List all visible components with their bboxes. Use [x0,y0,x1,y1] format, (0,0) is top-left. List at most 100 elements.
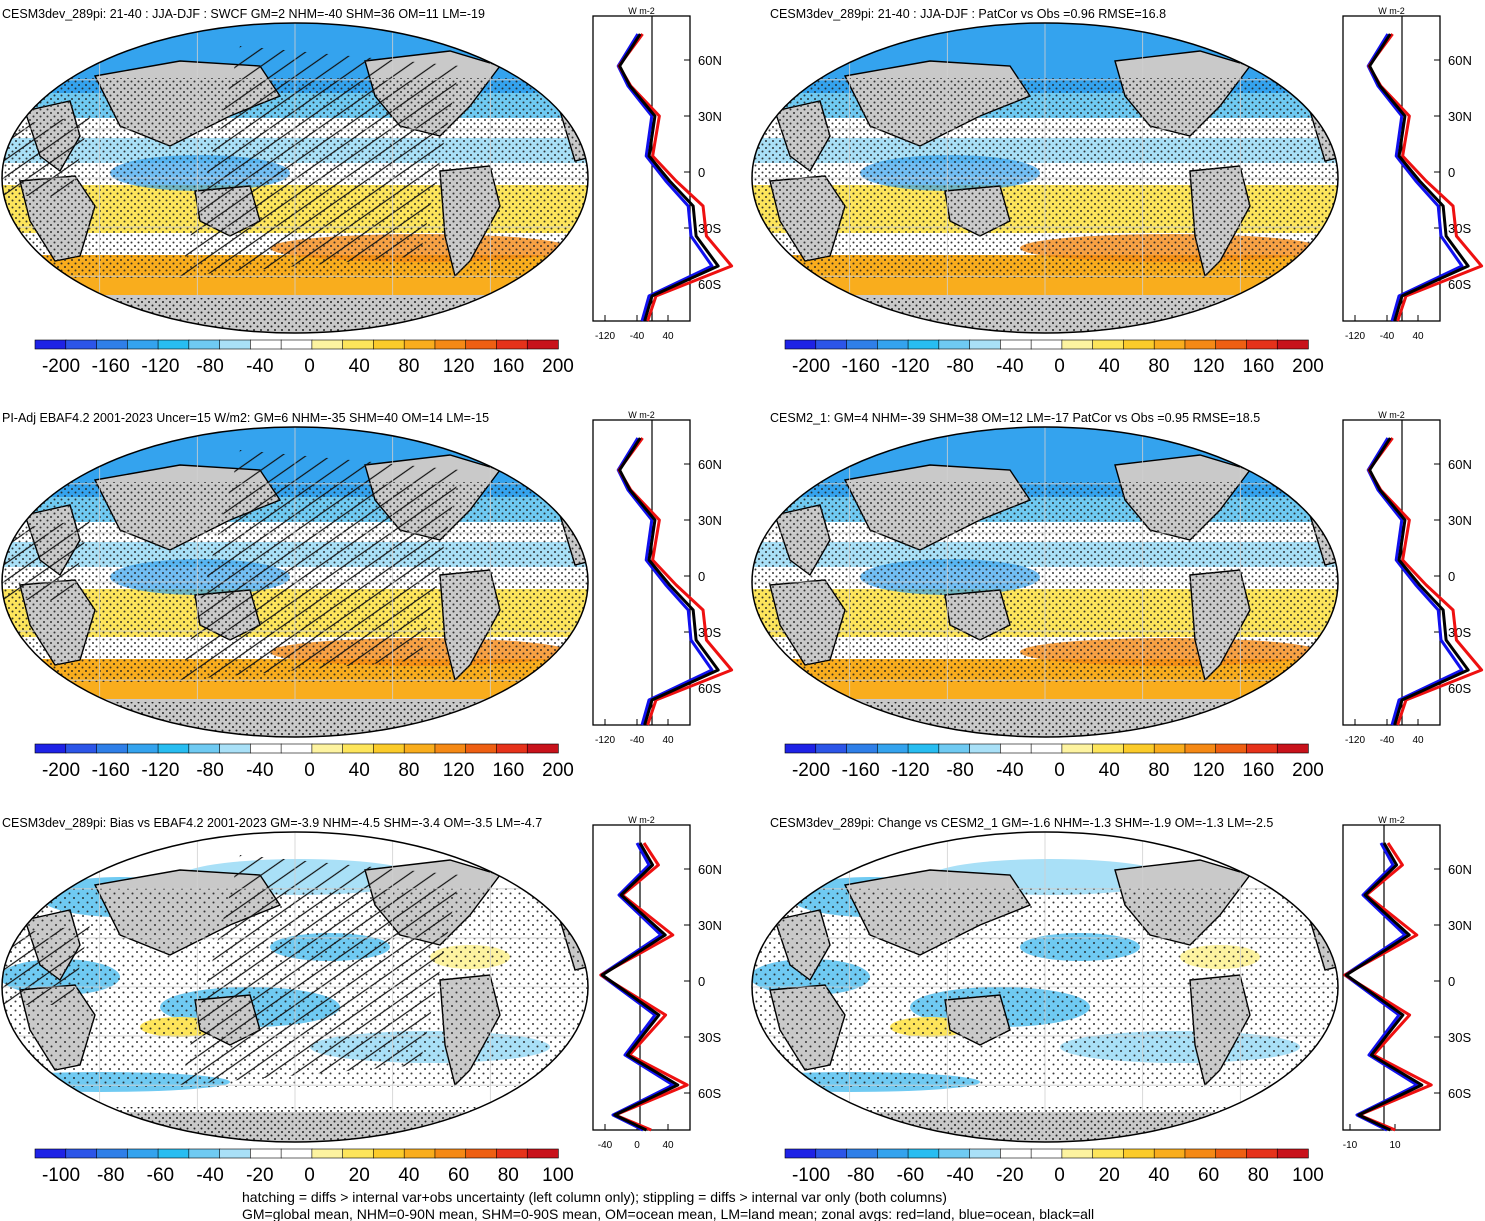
colorbar-tick-label: -200 [42,356,80,377]
colorbar-tick-label: -60 [147,1165,174,1186]
zonal-x-tick-label: 40 [1412,735,1424,746]
colorbar-segment [1061,743,1094,754]
colorbar-segment [34,1148,67,1159]
panel-3: PI-Adj EBAF4.2 2001-2023 Uncer=15 W/m2: … [1,410,734,781]
colorbar-segment [65,339,98,350]
colorbar-segment [465,743,498,754]
colorbar-segment [1000,743,1032,754]
colorbar-segment [815,1148,848,1159]
colorbar-tick-label: -160 [842,356,880,377]
colorbar-segment [188,743,221,754]
zonal-lat-label: 60S [1448,277,1471,292]
zonal-mean-plot: W m-2 60N 30N 0 30S 60S -10 10 [1342,815,1472,1151]
colorbar-segment [403,743,436,754]
footer-line-1: hatching = diffs > internal var+obs unce… [242,1189,947,1205]
all-zonal-line [1368,33,1470,322]
colorbar-segment [219,743,252,754]
colorbar-segment [784,743,817,754]
colorbar-segment [1092,339,1125,350]
zonal-x-tick-label: -40 [598,1140,613,1151]
colorbar-tick-label: 80 [398,356,419,377]
zonal-mean-plot: W m-2 60N 30N 0 30S 60S -120 -40 40 [592,410,734,746]
colorbar-tick-label: -200 [792,760,830,781]
colorbar-segment [311,743,344,754]
colorbar-segment [907,339,940,350]
colorbar-segment [1215,1148,1248,1159]
zonal-unit-label: W m-2 [1378,6,1405,16]
colorbar-tick-label: 80 [1148,356,1169,377]
colorbar-segment [434,743,467,754]
zonal-x-tick-label: 10 [1389,1140,1401,1151]
colorbar-segment [342,339,375,350]
colorbar-segment [496,1148,528,1159]
zonal-unit-label: W m-2 [628,6,655,16]
colorbar-segment [969,339,1002,350]
zonal-x-tick-label: 40 [1412,331,1424,342]
zonal-lat-label: 0 [698,974,705,989]
colorbar-tick-label: -40 [996,356,1023,377]
zonal-x-tick-label: 40 [662,1140,674,1151]
colorbar-segment [846,339,878,350]
colorbar-segment [1153,339,1186,350]
colorbar-tick-label: 40 [349,760,370,781]
colorbar-segment [373,339,405,350]
colorbar-tick-label: -40 [946,1165,973,1186]
colorbar-segment [1246,1148,1278,1159]
colorbar-segment [188,339,221,350]
colorbar: -200 -160 -120 -80 -40 0 40 80 120 160 200 [34,339,574,377]
colorbar-segment [1123,1148,1155,1159]
colorbar-segment [1000,339,1032,350]
colorbar-tick-label: -120 [141,356,179,377]
colorbar-segment [126,339,159,350]
colorbar-tick-label: 100 [1292,1165,1324,1186]
all-zonal-line [600,842,680,1132]
colorbar-segment [876,339,909,350]
colorbar-tick-label: 120 [443,356,475,377]
zonal-lat-label: 0 [1448,569,1455,584]
all-zonal-line [1344,842,1424,1132]
zonal-lat-label: 60S [698,277,721,292]
zonal-lat-label: 60S [698,681,721,696]
colorbar-tick-label: -200 [42,760,80,781]
colorbar-tick-label: 200 [542,356,574,377]
colorbar-segment [280,339,313,350]
zonal-unit-label: W m-2 [628,410,655,420]
colorbar-segment [526,339,559,350]
colorbar-tick-label: -40 [196,1165,223,1186]
zonal-x-tick-label: -120 [595,735,615,746]
panel-6: CESM3dev_289pi: Change vs CESM2_1 GM=-1.… [751,815,1472,1186]
colorbar-segment [403,1148,436,1159]
map-border [751,831,1339,1143]
all-zonal-line [618,33,720,322]
colorbar-segment [1123,743,1155,754]
colorbar-tick-label: 20 [349,1165,370,1186]
colorbar-segment [1000,1148,1032,1159]
colorbar-segment [1184,339,1217,350]
colorbar-tick-label: 80 [498,1165,519,1186]
colorbar-tick-label: -160 [92,760,130,781]
colorbar-segment [1030,1148,1063,1159]
colorbar-tick-label: 40 [1099,356,1120,377]
colorbar-tick-label: -40 [996,760,1023,781]
colorbar-segment [280,743,313,754]
footer-line-2: GM=global mean, NHM=0-90N mean, SHM=0-90… [242,1206,1094,1221]
colorbar-tick-label: 80 [398,760,419,781]
zonal-lat-label: 60N [698,53,722,68]
land-zonal-line [599,842,689,1132]
panel-4: CESM2_1: GM=4 NHM=-39 SHM=38 OM=12 LM=-1… [751,410,1484,781]
colorbar-segment [938,339,971,350]
colorbar-segment [1276,339,1309,350]
colorbar-segment [1153,743,1186,754]
colorbar-segment [219,339,252,350]
colorbar-segment [157,339,190,350]
colorbar-tick-label: 20 [1099,1165,1120,1186]
zonal-x-tick-label: -120 [1345,331,1365,342]
colorbar: -200 -160 -120 -80 -40 0 40 80 120 160 200 [784,743,1324,781]
map [751,426,1339,738]
colorbar-segment [907,1148,940,1159]
colorbar-tick-label: 40 [349,356,370,377]
ocean-zonal-line [616,33,714,322]
colorbar-tick-label: 120 [1193,356,1225,377]
colorbar-segment [526,1148,559,1159]
colorbar-tick-label: 80 [1248,1165,1269,1186]
